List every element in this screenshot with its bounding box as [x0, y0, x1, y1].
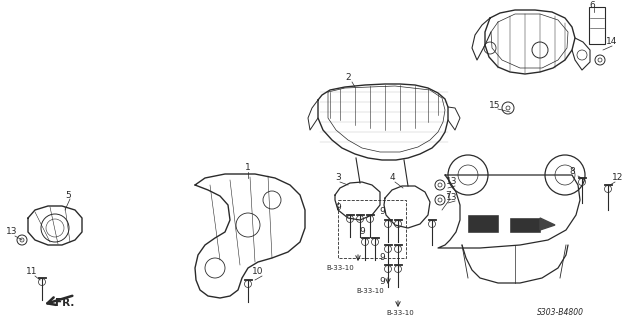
Text: 2: 2 [345, 74, 351, 82]
Text: B-33-10: B-33-10 [326, 265, 354, 271]
Text: 14: 14 [606, 37, 618, 47]
Text: 5: 5 [65, 191, 71, 199]
Text: 13: 13 [6, 228, 18, 236]
Text: 15: 15 [489, 100, 500, 109]
Text: 9: 9 [379, 277, 385, 287]
Text: 11: 11 [26, 268, 38, 276]
Text: FR.: FR. [55, 298, 74, 308]
Polygon shape [510, 218, 540, 232]
FancyBboxPatch shape [589, 7, 605, 44]
Polygon shape [540, 218, 555, 230]
Polygon shape [468, 215, 498, 232]
Text: B-33-10: B-33-10 [386, 310, 414, 316]
Text: 10: 10 [252, 268, 264, 276]
Text: 3: 3 [335, 173, 341, 183]
Bar [338, 200, 406, 258]
Text: 7: 7 [445, 191, 451, 199]
Text: 1: 1 [245, 164, 251, 172]
Text: 8: 8 [569, 167, 575, 177]
Text: 12: 12 [612, 173, 624, 183]
Text: 4: 4 [389, 173, 395, 183]
Text: 13: 13 [446, 192, 458, 202]
Text: 13: 13 [446, 178, 458, 186]
Text: S303-B4800: S303-B4800 [536, 308, 584, 317]
Text: 9: 9 [379, 208, 385, 217]
Text: B-33-10: B-33-10 [356, 288, 384, 294]
Text: 6: 6 [589, 1, 595, 10]
Text: 9: 9 [335, 204, 341, 212]
Text: 9: 9 [359, 228, 365, 236]
Text: 9: 9 [379, 254, 385, 262]
